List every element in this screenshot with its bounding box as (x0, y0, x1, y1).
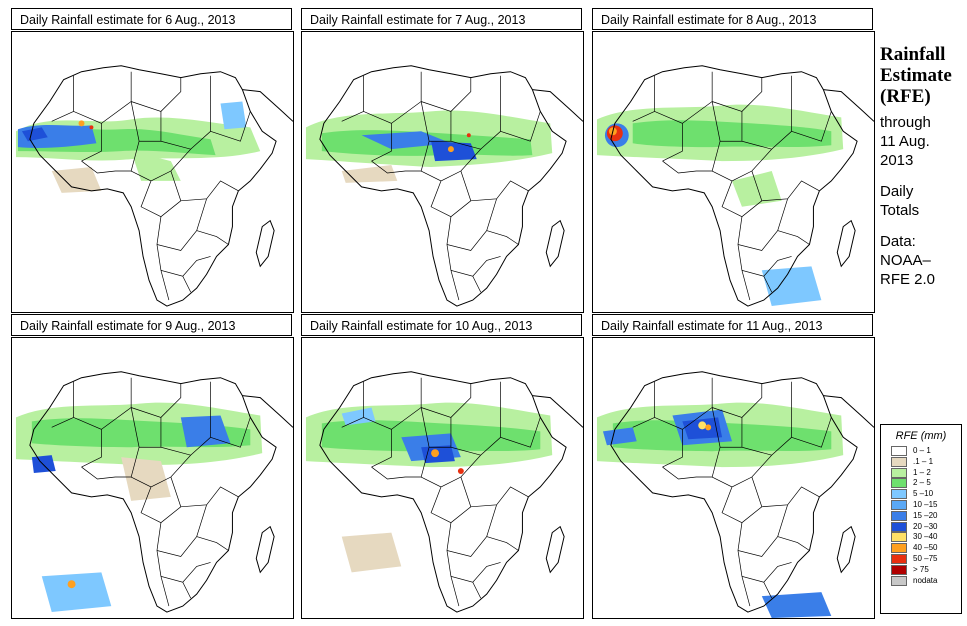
legend-entry: .1 – 1 (881, 456, 961, 468)
panel-aug-8: Daily Rainfall estimate for 8 Aug., 2013 (592, 8, 875, 314)
legend-swatch (891, 553, 907, 564)
panel-title: Daily Rainfall estimate for 7 Aug., 2013 (301, 8, 582, 30)
side-info: Rainfall Estimate (RFE) through 11 Aug. … (880, 44, 964, 289)
legend-swatch (891, 521, 907, 532)
legend-swatch (891, 499, 907, 510)
legend-swatch (891, 456, 907, 467)
rainfall-map (301, 337, 584, 619)
end-date-2: 2013 (880, 152, 914, 169)
end-date-1: 11 Aug. (880, 133, 930, 150)
data-source-2: RFE 2.0 (880, 271, 936, 288)
legend-entry: 10 –15 (881, 499, 961, 511)
rainfall-map (11, 337, 294, 619)
legend-label: 30 –40 (913, 532, 938, 542)
legend-label: nodata (913, 575, 938, 585)
through-label: through (880, 114, 931, 131)
daily-label: Daily (880, 183, 914, 200)
legend-swatch (891, 489, 907, 500)
legend-title: RFE (mm) (895, 430, 947, 442)
legend-swatch (891, 446, 907, 456)
legend-label: 5 –10 (913, 489, 934, 499)
data-source-1: NOAA– (880, 252, 931, 269)
panel-title: Daily Rainfall estimate for 11 Aug., 201… (592, 314, 873, 336)
rainfall-map (592, 31, 875, 313)
side-title-line2: Estimate (880, 65, 952, 86)
panel-aug-7: Daily Rainfall estimate for 7 Aug., 2013 (301, 8, 584, 314)
rainfall-map (592, 337, 875, 619)
legend-entry: 0 – 1 (881, 446, 961, 457)
legend-label: 15 –20 (913, 510, 938, 520)
panel-title: Daily Rainfall estimate for 6 Aug., 2013 (11, 8, 292, 30)
legend-entry: nodata (881, 575, 961, 587)
panel-aug-9: Daily Rainfall estimate for 9 Aug., 2013 (11, 314, 294, 620)
legend-entry: 20 –30 (881, 521, 961, 533)
panel-title: Daily Rainfall estimate for 8 Aug., 2013 (592, 8, 873, 30)
legend-entry: 50 –75 (881, 553, 961, 565)
rainfall-map (301, 31, 584, 313)
side-title-line1: Rainfall (880, 44, 946, 65)
legend-entry: > 75 (881, 564, 961, 576)
legend-swatch (891, 532, 907, 543)
legend-entry: 15 –20 (881, 510, 961, 522)
legend-label: 0 – 1 (913, 446, 931, 455)
legend-label: .1 – 1 (913, 456, 934, 466)
legend-label: 20 –30 (913, 521, 938, 531)
legend-entry: 30 –40 (881, 532, 961, 543)
legend-label: > 75 (913, 564, 929, 574)
panel-aug-11: Daily Rainfall estimate for 11 Aug., 201… (592, 314, 875, 620)
legend-entry: 1 – 2 (881, 467, 961, 479)
legend-entry: 40 –50 (881, 543, 961, 554)
legend-swatch (891, 564, 907, 575)
panel-title: Daily Rainfall estimate for 10 Aug., 201… (301, 314, 582, 336)
legend-entry: 5 –10 (881, 489, 961, 500)
rainfall-map (11, 31, 294, 313)
legend-label: 40 –50 (913, 543, 938, 553)
panel-aug-10: Daily Rainfall estimate for 10 Aug., 201… (301, 314, 584, 620)
panel-title: Daily Rainfall estimate for 9 Aug., 2013 (11, 314, 292, 336)
legend-label: 2 – 5 (913, 478, 931, 488)
legend-swatch (891, 575, 907, 586)
legend-swatch (891, 478, 907, 489)
legend-swatch (891, 510, 907, 521)
legend-label: 50 –75 (913, 553, 938, 563)
panel-aug-6: Daily Rainfall estimate for 6 Aug., 2013 (11, 8, 294, 314)
legend-entry: 2 – 5 (881, 478, 961, 489)
totals-label: Totals (880, 202, 920, 219)
side-title-line3: (RFE) (880, 86, 931, 107)
legend-label: 1 – 2 (913, 467, 931, 477)
legend-swatch (891, 543, 907, 554)
data-label: Data: (880, 233, 916, 250)
legend-swatch (891, 467, 907, 478)
legend-label: 10 –15 (913, 499, 938, 509)
